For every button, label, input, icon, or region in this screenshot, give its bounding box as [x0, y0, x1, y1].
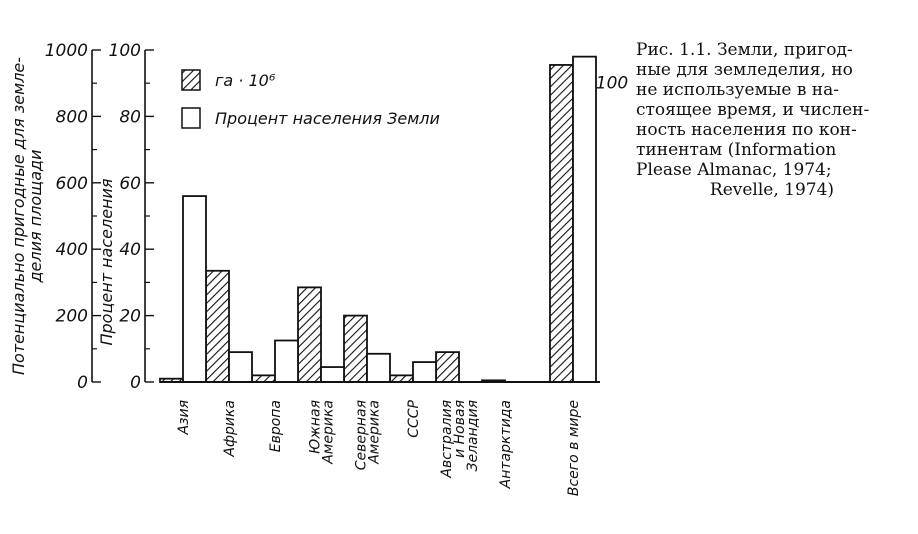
category-label: Африка — [222, 400, 238, 458]
annotations: 100 — [596, 74, 628, 94]
category-labels: Азия Африка Европа ЮжнаяАмерика СевернаяАмер… — [176, 399, 582, 496]
category-label-line: СССР — [406, 399, 422, 437]
category-label-line: Америка — [367, 400, 383, 465]
right-axis-tick-label: 80 — [119, 107, 141, 127]
right-axis-title: Процент населения — [97, 178, 116, 345]
caption-line: ность населения по кон- — [636, 120, 857, 140]
left-axis-tick-label: 400 — [56, 240, 88, 260]
caption-line: Рис. 1.1. Земли, пригод- — [636, 40, 853, 60]
bar-area — [435, 351, 460, 383]
category-label: ЮжнаяАмерика — [308, 400, 337, 465]
category-label-line: Америка — [321, 400, 337, 465]
caption-line: ные для земледелия, но — [636, 60, 853, 80]
category-label-line: Северная — [354, 400, 370, 470]
bar-area — [297, 286, 322, 383]
bar-population — [320, 366, 345, 383]
bar-area — [549, 64, 574, 383]
category-label-line: Всего в мире — [566, 400, 582, 496]
category-label-line: Африка — [222, 400, 238, 458]
right-axis-title-text: Процент населения — [97, 178, 116, 345]
category-label: Антарктида — [498, 400, 514, 489]
left-axis-tick-label: 0 — [77, 373, 88, 393]
value-label: 100 — [596, 74, 628, 94]
category-label-line: Европа — [268, 400, 284, 452]
bars — [159, 55, 597, 383]
category-label: Всего в мире — [566, 400, 582, 496]
right-axis-tick-label: 40 — [119, 240, 141, 260]
right-axis-tick-label: 20 — [119, 307, 141, 327]
caption-line: не используемые в на- — [636, 80, 840, 100]
category-label-line: Южная — [308, 400, 324, 454]
category-label: Европа — [268, 400, 284, 452]
bar-population — [366, 352, 391, 383]
legend-swatch-hatched — [181, 69, 201, 91]
category-label-line: Антарктида — [498, 400, 514, 489]
caption-line: стоящее время, и числен- — [636, 100, 870, 120]
category-label-line: Австралия — [439, 400, 455, 479]
left-axis-title-line: Потенциально пригодные для земле- — [9, 57, 28, 375]
bar-population — [274, 339, 299, 383]
legend-label-population: Процент населения Земли — [215, 109, 440, 128]
legend-swatch-open — [181, 107, 201, 129]
legend-label-area: га · 10⁶ — [215, 71, 276, 90]
right-axis-tick-label: 0 — [130, 373, 141, 393]
category-label: Австралияи НоваяЗеландия — [439, 400, 481, 479]
right-axis-tick-label: 100 — [109, 41, 141, 61]
chart: Потенциально пригодные для земле-делия п… — [9, 41, 628, 496]
left-axis-tick-label: 200 — [56, 307, 88, 327]
caption-line: Revelle, 1974) — [709, 180, 835, 200]
bar-population — [572, 55, 597, 383]
left-axis-title-text: Потенциально пригодные для земле-делия п… — [9, 57, 45, 375]
caption-line: Please Almanac, 1974; — [636, 160, 832, 180]
bar-area — [205, 269, 230, 383]
left-axis-tick-label: 600 — [56, 174, 88, 194]
bar-population — [182, 195, 207, 383]
right-axis: 0 20 40 60 80 100 — [109, 41, 154, 393]
left-axis-tick-label: 800 — [56, 107, 88, 127]
left-axis: 0 200 400 600 800 1000 — [45, 41, 101, 393]
right-axis-tick-label: 60 — [119, 174, 141, 194]
category-label-line: Зеландия — [465, 400, 481, 471]
category-label: СевернаяАмерика — [354, 400, 383, 470]
category-label-line: и Новая — [452, 400, 468, 458]
bar-population — [228, 351, 253, 383]
category-label: Азия — [176, 400, 192, 436]
bar-population — [412, 361, 437, 383]
bar-area — [343, 314, 368, 383]
left-axis-title-line: делия площади — [26, 149, 45, 283]
left-axis-title: Потенциально пригодные для земле-делия п… — [9, 57, 45, 375]
category-label: СССР — [406, 399, 422, 437]
legend: га · 10⁶ Процент населения Земли — [181, 69, 440, 129]
category-label-line: Азия — [176, 400, 192, 436]
left-axis-tick-label: 1000 — [45, 41, 88, 61]
caption-line: тинентам (Information — [636, 140, 837, 160]
figure-caption: Рис. 1.1. Земли, пригод- ные для земледе… — [636, 40, 908, 200]
